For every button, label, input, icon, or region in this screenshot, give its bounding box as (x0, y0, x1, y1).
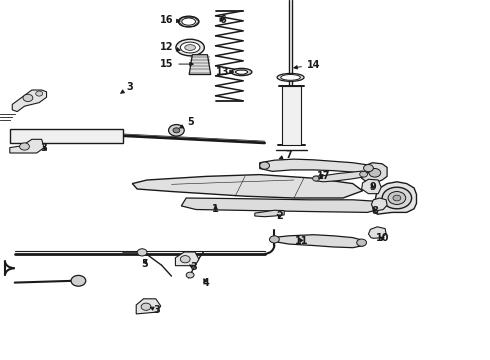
Text: 4: 4 (202, 278, 209, 288)
Polygon shape (272, 235, 364, 248)
Text: 5: 5 (180, 117, 195, 128)
Circle shape (260, 162, 270, 169)
Circle shape (173, 128, 180, 133)
Text: 12: 12 (160, 42, 180, 52)
Polygon shape (136, 299, 161, 314)
Circle shape (382, 187, 412, 209)
Polygon shape (10, 139, 44, 153)
Circle shape (357, 239, 367, 246)
Circle shape (369, 168, 381, 177)
Text: 15: 15 (160, 59, 193, 69)
Ellipse shape (182, 18, 196, 25)
Text: 6: 6 (220, 15, 226, 25)
Polygon shape (368, 227, 386, 238)
Text: 17: 17 (317, 171, 330, 181)
Polygon shape (373, 182, 416, 214)
Ellipse shape (185, 45, 196, 50)
Polygon shape (282, 86, 301, 145)
Ellipse shape (281, 75, 300, 80)
Circle shape (23, 94, 33, 102)
Circle shape (36, 91, 43, 96)
Text: 11: 11 (294, 236, 308, 246)
Ellipse shape (235, 70, 247, 74)
Circle shape (393, 195, 401, 201)
Polygon shape (314, 171, 367, 182)
Circle shape (360, 171, 368, 177)
Text: 16: 16 (160, 15, 180, 25)
Text: 3: 3 (190, 262, 197, 272)
Text: 3: 3 (41, 143, 48, 153)
Circle shape (141, 303, 151, 310)
Circle shape (270, 236, 279, 243)
Polygon shape (175, 252, 199, 266)
Text: 3: 3 (121, 82, 133, 93)
Polygon shape (371, 198, 387, 211)
Ellipse shape (178, 16, 199, 27)
Circle shape (313, 176, 319, 181)
Text: 3: 3 (150, 305, 160, 315)
Circle shape (169, 125, 184, 136)
Circle shape (180, 256, 190, 263)
Ellipse shape (180, 42, 200, 53)
Ellipse shape (231, 68, 252, 76)
Polygon shape (12, 90, 47, 112)
Text: 13: 13 (216, 67, 233, 77)
Polygon shape (181, 198, 387, 212)
Text: 10: 10 (375, 233, 389, 243)
Circle shape (388, 192, 406, 204)
Circle shape (364, 165, 373, 172)
Text: 14: 14 (294, 60, 320, 70)
Circle shape (186, 272, 194, 278)
Text: 2: 2 (276, 211, 283, 221)
Ellipse shape (176, 39, 204, 56)
Text: 8: 8 (371, 206, 378, 216)
Polygon shape (10, 129, 122, 143)
Text: 1: 1 (212, 204, 219, 214)
Circle shape (20, 143, 29, 150)
Ellipse shape (277, 73, 304, 81)
Text: 5: 5 (141, 258, 148, 269)
Polygon shape (260, 159, 371, 173)
Text: 7: 7 (279, 150, 293, 160)
Polygon shape (189, 55, 211, 75)
Text: 9: 9 (369, 182, 376, 192)
Polygon shape (362, 163, 387, 184)
Polygon shape (362, 179, 381, 194)
Polygon shape (132, 175, 363, 198)
Circle shape (71, 275, 86, 286)
Circle shape (137, 249, 147, 256)
Polygon shape (255, 210, 284, 217)
